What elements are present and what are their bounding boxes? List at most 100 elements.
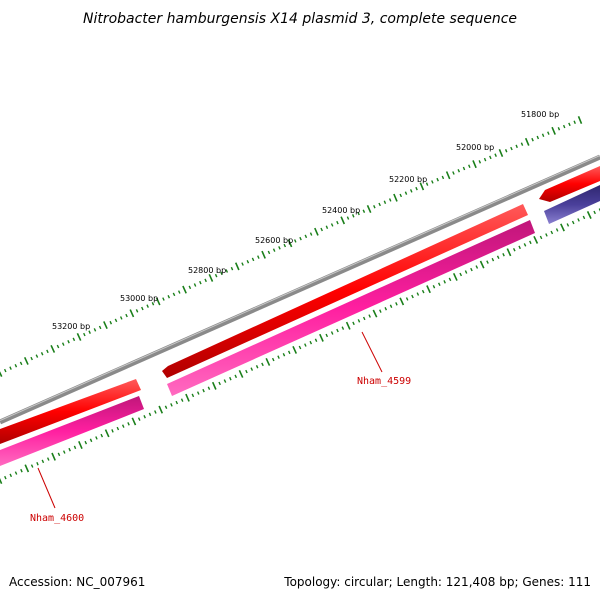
inner-tick-57 [304, 343, 307, 347]
inner-tick-58 [309, 340, 313, 345]
inner-tick-34 [180, 398, 184, 402]
cds-feature-nham-4599 [162, 204, 528, 378]
outer-tick-100 [524, 137, 530, 146]
outer-tick-24 [125, 313, 128, 318]
outer-tick-57 [299, 236, 302, 241]
outer-tick-47 [246, 260, 250, 264]
outer-tick-77 [404, 191, 408, 195]
inner-tick-78 [416, 292, 420, 296]
gene-feature-nham-4599 [167, 220, 535, 396]
inner-tick-69 [368, 314, 371, 318]
outer-tick-58 [304, 234, 308, 239]
outer-tick-9 [46, 349, 49, 354]
outer-tick-94 [494, 153, 497, 157]
outer-tick-69 [362, 209, 366, 213]
outer-tick-13 [67, 340, 70, 344]
outer-tick-43 [225, 269, 229, 273]
inner-tick-3 [14, 471, 18, 475]
outer-tick-10 [50, 344, 56, 353]
outer-tick-27 [141, 306, 144, 311]
tick-label-52000: 52000 bp [456, 143, 494, 152]
outer-tick-74 [388, 198, 392, 202]
inner-tick-53 [282, 353, 286, 357]
inner-tick-72 [384, 307, 388, 311]
inner-tick-46 [245, 369, 248, 374]
outer-tick-71 [373, 205, 376, 209]
outer-tick-15 [76, 332, 82, 341]
inner-tick-43 [229, 376, 232, 381]
topology-summary: Topology: circular; Length: 121,408 bp; … [283, 575, 591, 589]
inner-tick-15 [78, 440, 83, 450]
outer-tick-19 [98, 325, 102, 330]
gene-label-nham-4600[interactable]: Nham_4600 [30, 513, 84, 524]
outer-tick-72 [378, 202, 381, 207]
outer-tick-93 [489, 155, 492, 160]
inner-tick-35 [185, 393, 190, 402]
inner-tick-101 [539, 235, 543, 240]
outer-tick-75 [393, 193, 398, 202]
inner-tick-33 [175, 400, 179, 405]
inner-tick-36 [191, 393, 195, 398]
outer-tick-37 [193, 283, 197, 287]
outer-tick-92 [483, 157, 487, 162]
inner-tick-6 [30, 464, 34, 468]
inner-tick-66 [352, 321, 355, 326]
cds-feature-left [0, 379, 141, 444]
outer-tick-76 [399, 193, 403, 198]
inner-tick-54 [287, 350, 291, 355]
outer-tick-33 [172, 292, 176, 297]
inner-tick-84 [448, 277, 452, 282]
outer-tick-38 [199, 280, 202, 285]
inner-tick-86 [459, 272, 463, 277]
inner-tick-16 [84, 440, 88, 445]
inner-tick-106 [566, 223, 570, 227]
inner-tick-95 [506, 248, 512, 257]
outer-tick-0 [0, 371, 3, 377]
inner-tick-87 [464, 270, 468, 274]
tick-label-53200: 53200 bp [52, 322, 90, 331]
outer-tick-109 [573, 120, 576, 124]
inner-tick-7 [36, 461, 39, 466]
inner-tick-76 [405, 297, 409, 301]
inner-tick-85 [452, 272, 458, 281]
inner-tick-31 [164, 405, 168, 409]
inner-tick-24 [127, 422, 130, 426]
inner-tick-10 [51, 452, 56, 461]
outer-tick-22 [114, 318, 118, 323]
inner-tick-104 [555, 228, 559, 232]
inner-tick-12 [62, 450, 66, 454]
outer-tick-53 [278, 246, 281, 250]
outer-tick-90 [472, 160, 477, 169]
inner-tick-65 [345, 321, 351, 330]
outer-tick-83 [436, 177, 439, 182]
inner-tick-28 [148, 412, 152, 417]
inner-tick-70 [372, 309, 378, 318]
inner-tick-39 [207, 386, 211, 390]
inner-tick-107 [571, 220, 575, 225]
outer-tick-49 [257, 255, 260, 259]
inner-tick-51 [271, 357, 275, 362]
outer-tick-54 [283, 243, 287, 248]
outer-tick-84 [441, 175, 445, 180]
inner-tick-21 [111, 429, 114, 433]
inner-tick-4 [20, 468, 23, 473]
outer-tick-103 [541, 133, 545, 138]
leader-line-nham-4600 [37, 467, 56, 509]
inner-tick-13 [68, 447, 71, 452]
outer-tick-85 [445, 171, 451, 180]
outer-tick-29 [151, 302, 155, 306]
plasmid-backbone-highlight [0, 155, 600, 421]
inner-tick-75 [399, 297, 405, 306]
outer-tick-62 [325, 225, 329, 229]
inner-tick-0 [0, 477, 3, 485]
inner-tick-71 [379, 309, 382, 313]
outer-tick-14 [72, 337, 76, 342]
inner-tick-102 [545, 233, 548, 237]
cds-feature-right [539, 166, 600, 202]
inner-tick-32 [170, 403, 173, 407]
outer-tick-36 [188, 285, 192, 290]
inner-tick-5 [24, 464, 30, 473]
gene-label-nham-4599[interactable]: Nham_4599 [357, 376, 411, 387]
outer-tick-1 [3, 368, 7, 373]
tick-label-52600: 52600 bp [255, 236, 293, 245]
